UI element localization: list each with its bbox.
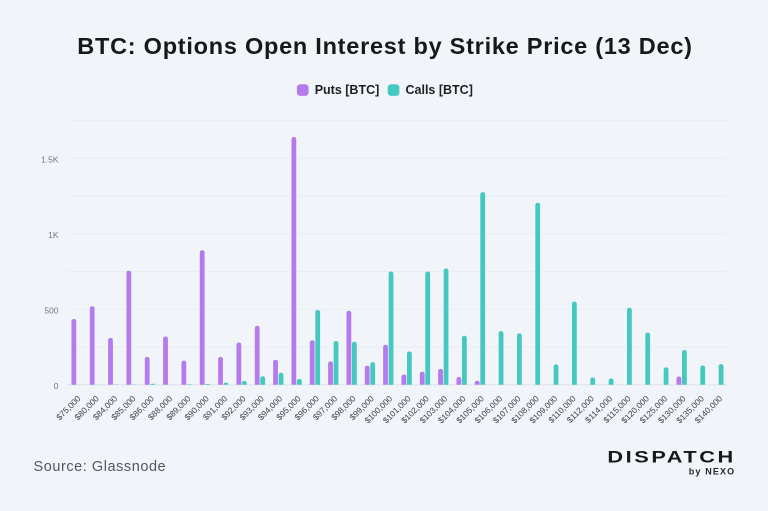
svg-text:Source: Glassnode: Source: Glassnode	[34, 459, 167, 475]
svg-text:1.5K: 1.5K	[41, 154, 59, 164]
svg-text:500: 500	[44, 305, 58, 315]
svg-text:1K: 1K	[48, 230, 59, 240]
svg-text:DISPATCH: DISPATCH	[607, 447, 735, 466]
svg-text:BTC: Options Open Interest by: BTC: Options Open Interest by Strike Pri…	[77, 33, 692, 59]
svg-text:Calls [BTC]: Calls [BTC]	[406, 83, 473, 97]
svg-text:0: 0	[54, 381, 59, 391]
svg-text:by NEXO: by NEXO	[689, 466, 736, 476]
svg-text:Puts [BTC]: Puts [BTC]	[315, 83, 380, 97]
